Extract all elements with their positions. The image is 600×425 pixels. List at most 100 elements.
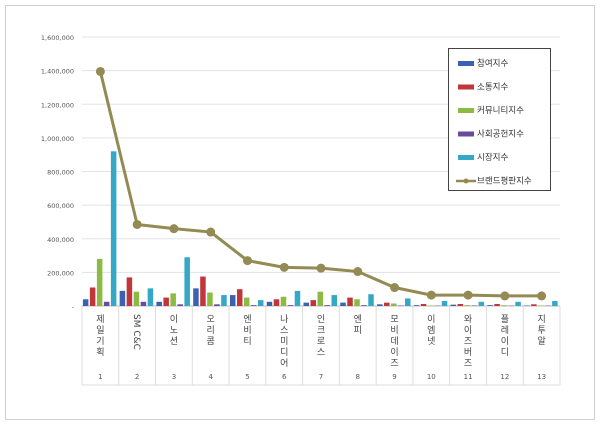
y-tick-label: 600,000: [47, 202, 74, 210]
bar-2: [427, 305, 434, 306]
rank-label: 12: [500, 373, 509, 381]
rank-label: 5: [245, 373, 249, 381]
rank-label: 8: [356, 373, 360, 381]
bar-2: [501, 305, 507, 306]
line-point: [316, 263, 326, 273]
bar-2: [133, 291, 140, 306]
y-tick-label: -: [72, 303, 75, 311]
bar-4: [147, 288, 154, 306]
line-point: [169, 224, 179, 234]
y-tick-label: 1,200,000: [41, 101, 74, 109]
bar-1: [531, 304, 537, 306]
y-tick-label: 400,000: [47, 236, 74, 244]
bar-0: [229, 295, 236, 306]
legend-label: 커뮤니티지수: [477, 105, 524, 116]
bar-3: [361, 305, 367, 306]
bar-4: [184, 257, 190, 306]
bar-1: [236, 289, 243, 306]
bar-4: [294, 290, 301, 306]
bar-1: [273, 299, 280, 306]
bar-4: [441, 300, 448, 306]
bar-1: [420, 303, 427, 306]
line-point: [426, 290, 436, 300]
legend-swatch: [458, 131, 474, 137]
bar-1: [163, 297, 169, 306]
rank-label: 7: [319, 373, 323, 381]
bar-1: [89, 287, 96, 306]
bar-1: [457, 303, 464, 306]
bar-0: [487, 305, 493, 306]
bar-2: [391, 303, 397, 306]
rank-label: 6: [282, 373, 287, 381]
bar-2: [280, 296, 287, 306]
bar-4: [515, 301, 521, 306]
bar-1: [494, 303, 500, 306]
legend-label: 참여지수: [477, 58, 508, 69]
rank-label: 2: [135, 373, 139, 381]
bar-0: [82, 299, 89, 306]
rank-label: 1: [98, 373, 102, 381]
rank-label: 13: [537, 373, 546, 381]
line-point: [132, 219, 142, 229]
bar-2: [170, 293, 176, 306]
legend-label: 사회공헌지수: [477, 130, 524, 140]
bar-0: [156, 301, 162, 306]
rank-label: 3: [172, 373, 176, 381]
bar-3: [214, 304, 220, 306]
y-tick-label: 1,000,000: [41, 135, 74, 143]
bar-3: [177, 304, 183, 306]
bar-2: [354, 299, 360, 306]
bar-0: [303, 302, 309, 306]
bar-4: [552, 300, 558, 306]
bar-0: [413, 305, 420, 306]
bar-3: [471, 305, 478, 306]
line-point: [537, 291, 547, 301]
bar-0: [193, 288, 199, 306]
legend-swatch: [458, 84, 474, 90]
rank-label: 9: [392, 373, 396, 381]
bar-2: [464, 305, 471, 306]
bar-4: [110, 151, 117, 306]
y-tick-label: 1,400,000: [41, 68, 74, 76]
bar-4: [257, 300, 264, 306]
legend-label: 브랜드평판지수: [477, 176, 532, 187]
rank-label: 4: [208, 373, 213, 381]
line-point: [95, 66, 105, 76]
bar-2: [207, 292, 213, 306]
bar-3: [250, 305, 257, 306]
bar-2: [317, 291, 323, 306]
y-tick-label: 800,000: [47, 169, 74, 177]
bar-1: [310, 300, 316, 306]
bar-2: [538, 305, 544, 306]
line-point: [390, 283, 400, 293]
bar-3: [287, 305, 294, 306]
bar-0: [524, 305, 530, 306]
legend-marker: [463, 178, 469, 184]
bar-2: [243, 297, 250, 306]
bar-0: [119, 290, 126, 306]
legend-swatch: [458, 108, 474, 113]
y-tick-label: 200,000: [47, 269, 74, 277]
line-point: [463, 290, 473, 300]
bar-0: [340, 302, 346, 306]
bar-3: [398, 305, 404, 306]
legend-label: 소통지수: [477, 83, 508, 93]
bar-0: [450, 304, 457, 306]
bar-1: [200, 276, 206, 306]
bar-4: [221, 295, 227, 306]
y-tick-label: 1,600,000: [41, 34, 74, 42]
line-point: [279, 262, 289, 272]
bar-1: [126, 277, 133, 306]
